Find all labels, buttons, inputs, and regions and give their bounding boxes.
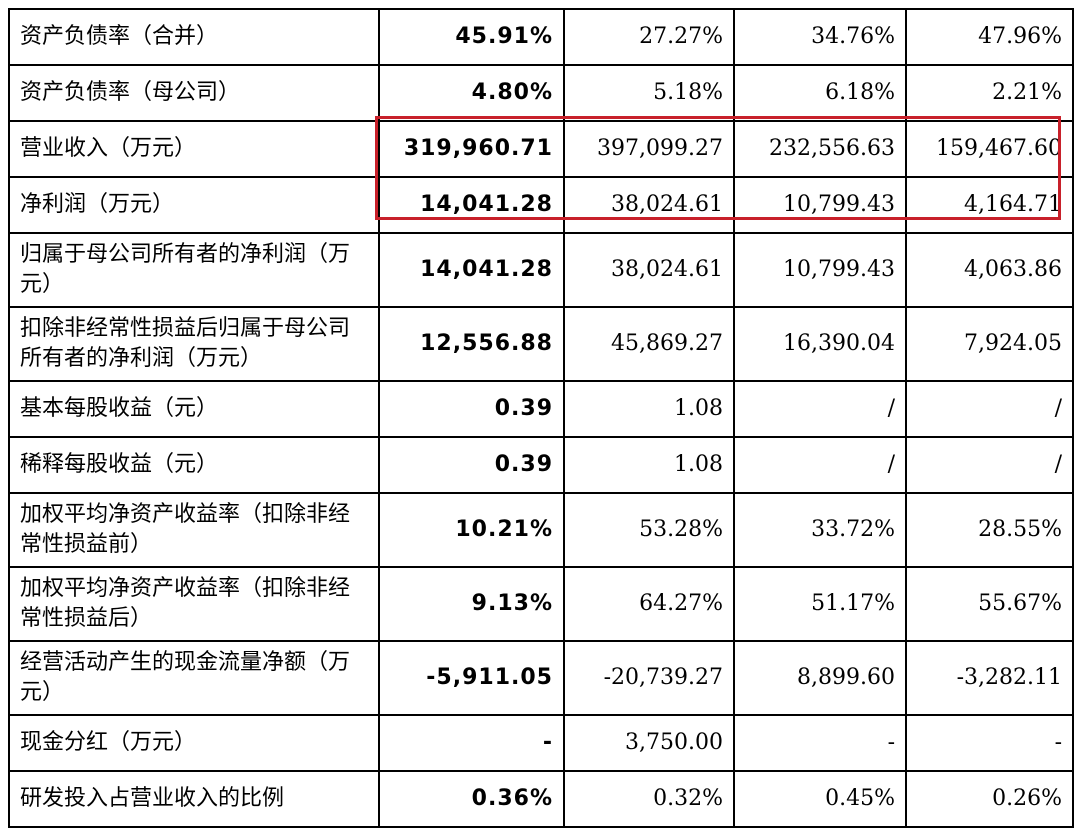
row-label: 归属于母公司所有者的净利润（万元） [8,232,380,308]
value-cell: 12,556.88 [378,306,565,382]
value-cell: 4,063.86 [905,232,1074,308]
value-cell: / [733,436,907,494]
value-cell: / [733,380,907,438]
value-cell: 0.36% [378,770,565,828]
row-label: 基本每股收益（元） [8,380,380,438]
value-cell: 34.76% [733,8,907,66]
table-row: 营业收入（万元） 319,960.71 397,099.27 232,556.6… [8,120,1074,178]
value-cell: 232,556.63 [733,120,907,178]
row-label: 加权平均净资产收益率（扣除非经常性损益前） [8,492,380,568]
value-cell: 0.45% [733,770,907,828]
value-cell: 1.08 [563,436,735,494]
row-label: 经营活动产生的现金流量净额（万元） [8,640,380,716]
value-cell: 7,924.05 [905,306,1074,382]
row-label: 现金分红（万元） [8,714,380,772]
value-cell: 0.39 [378,436,565,494]
value-cell: -3,282.11 [905,640,1074,716]
value-cell: 1.08 [563,380,735,438]
table-row: 加权平均净资产收益率（扣除非经常性损益后） 9.13% 64.27% 51.17… [8,566,1074,642]
value-cell: - [905,714,1074,772]
table-row: 资产负债率（母公司） 4.80% 5.18% 6.18% 2.21% [8,64,1074,122]
value-cell: 10,799.43 [733,232,907,308]
table-row: 净利润（万元） 14,041.28 38,024.61 10,799.43 4,… [8,176,1074,234]
row-label: 营业收入（万元） [8,120,380,178]
value-cell: - [378,714,565,772]
value-cell: 159,467.60 [905,120,1074,178]
value-cell: 47.96% [905,8,1074,66]
value-cell: 3,750.00 [563,714,735,772]
row-label: 净利润（万元） [8,176,380,234]
value-cell: 10,799.43 [733,176,907,234]
value-cell: 6.18% [733,64,907,122]
value-cell: 10.21% [378,492,565,568]
value-cell: 51.17% [733,566,907,642]
row-label: 扣除非经常性损益后归属于母公司所有者的净利润（万元） [8,306,380,382]
financial-table-container: 资产负债率（合并） 45.91% 27.27% 34.76% 47.96% 资产… [8,8,1074,828]
value-cell: 8,899.60 [733,640,907,716]
value-cell: 4,164.71 [905,176,1074,234]
value-cell: - [733,714,907,772]
value-cell: 0.32% [563,770,735,828]
row-label: 研发投入占营业收入的比例 [8,770,380,828]
value-cell: 0.26% [905,770,1074,828]
value-cell: 0.39 [378,380,565,438]
value-cell: 4.80% [378,64,565,122]
value-cell: 5.18% [563,64,735,122]
table-row: 扣除非经常性损益后归属于母公司所有者的净利润（万元） 12,556.88 45,… [8,306,1074,382]
value-cell: 397,099.27 [563,120,735,178]
value-cell: 64.27% [563,566,735,642]
value-cell: 55.67% [905,566,1074,642]
value-cell: 16,390.04 [733,306,907,382]
value-cell: -5,911.05 [378,640,565,716]
value-cell: 38,024.61 [563,176,735,234]
value-cell: 28.55% [905,492,1074,568]
value-cell: 14,041.28 [378,176,565,234]
value-cell: 53.28% [563,492,735,568]
table-row: 归属于母公司所有者的净利润（万元） 14,041.28 38,024.61 10… [8,232,1074,308]
table-row: 基本每股收益（元） 0.39 1.08 / / [8,380,1074,438]
value-cell: -20,739.27 [563,640,735,716]
table-row: 现金分红（万元） - 3,750.00 - - [8,714,1074,772]
table-row: 资产负债率（合并） 45.91% 27.27% 34.76% 47.96% [8,8,1074,66]
row-label: 加权平均净资产收益率（扣除非经常性损益后） [8,566,380,642]
value-cell: 33.72% [733,492,907,568]
table-row: 加权平均净资产收益率（扣除非经常性损益前） 10.21% 53.28% 33.7… [8,492,1074,568]
value-cell: / [905,380,1074,438]
table-row: 研发投入占营业收入的比例 0.36% 0.32% 0.45% 0.26% [8,770,1074,828]
value-cell: 45.91% [378,8,565,66]
value-cell: 9.13% [378,566,565,642]
table-row: 经营活动产生的现金流量净额（万元） -5,911.05 -20,739.27 8… [8,640,1074,716]
value-cell: 319,960.71 [378,120,565,178]
value-cell: 45,869.27 [563,306,735,382]
row-label: 资产负债率（合并） [8,8,380,66]
value-cell: 27.27% [563,8,735,66]
value-cell: 14,041.28 [378,232,565,308]
value-cell: 38,024.61 [563,232,735,308]
row-label: 资产负债率（母公司） [8,64,380,122]
table-row: 稀释每股收益（元） 0.39 1.08 / / [8,436,1074,494]
value-cell: / [905,436,1074,494]
value-cell: 2.21% [905,64,1074,122]
row-label: 稀释每股收益（元） [8,436,380,494]
financial-indicators-table: 资产负债率（合并） 45.91% 27.27% 34.76% 47.96% 资产… [8,8,1074,828]
